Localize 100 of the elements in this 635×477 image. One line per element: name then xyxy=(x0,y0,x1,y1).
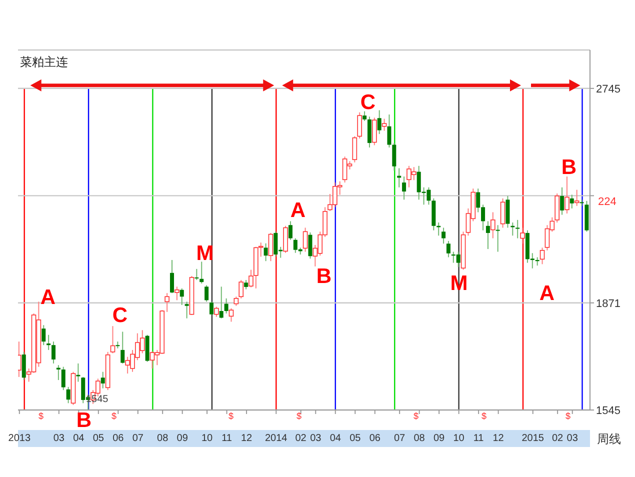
x-tick-label: 03 xyxy=(53,433,65,444)
text: $ xyxy=(111,411,117,421)
candlestick xyxy=(170,260,174,294)
candlestick xyxy=(500,198,506,228)
candlestick xyxy=(372,117,377,146)
candlestick xyxy=(61,366,66,391)
y-tick-label: 2745 xyxy=(596,83,620,96)
x-tick-label: 12 xyxy=(492,433,504,444)
candlestick xyxy=(560,186,564,216)
x-tick-label: 2015 xyxy=(522,433,544,444)
candlestick xyxy=(357,112,362,139)
candlestick xyxy=(387,114,392,148)
candlestick xyxy=(352,136,358,163)
candlestick xyxy=(164,292,170,312)
candlestick xyxy=(46,334,51,350)
annotation: A xyxy=(40,286,56,309)
x-tick-label: 08 xyxy=(414,433,426,444)
candlestick xyxy=(238,280,244,299)
candlestick xyxy=(554,192,560,224)
candlestick xyxy=(224,298,228,314)
x-tick-label: 12 xyxy=(240,433,253,444)
text: $ xyxy=(481,411,487,421)
x-tick-label: 2014 xyxy=(265,433,288,444)
text: $ xyxy=(565,411,571,421)
candlestick xyxy=(516,219,520,239)
candlestick xyxy=(258,242,264,258)
x-tick-label: 05 xyxy=(92,433,104,444)
candlestick xyxy=(283,225,288,254)
candlestick xyxy=(402,176,406,200)
candlestick xyxy=(22,351,26,381)
candlestick xyxy=(110,326,116,354)
x-tick-label: 11 xyxy=(222,433,232,444)
candlestick xyxy=(442,227,446,244)
candlestick xyxy=(564,176,570,214)
candlestick xyxy=(308,232,312,260)
x-tick-label: 2013 xyxy=(8,433,31,444)
candlestick xyxy=(184,301,189,319)
candlestick xyxy=(200,261,204,284)
candlestick xyxy=(570,194,574,209)
x-tick-label: 10 xyxy=(453,433,465,444)
x-tick-label: 05 xyxy=(350,433,362,444)
candlestick xyxy=(302,227,308,252)
candlestick xyxy=(180,288,184,306)
x-tick-label: 08 xyxy=(157,433,169,444)
x-tick-label: 07 xyxy=(394,433,406,444)
candlestick xyxy=(490,212,496,239)
x-tick-label: 09 xyxy=(176,433,188,444)
text: 菜粕主连 xyxy=(20,54,68,71)
text: 224 xyxy=(598,196,616,208)
x-tick-label: 11 xyxy=(473,433,484,444)
candlestick xyxy=(219,286,224,319)
y-tick-label: 1545 xyxy=(596,404,620,417)
candlestick xyxy=(446,240,450,258)
candlestick xyxy=(496,224,500,252)
candlestick xyxy=(377,110,382,135)
x-tick-label: 04 xyxy=(73,433,85,444)
text: $ xyxy=(413,411,419,421)
x-tick-label: 02 xyxy=(552,433,564,444)
candlestick xyxy=(540,247,545,265)
candlestick xyxy=(52,341,56,364)
candlestick xyxy=(362,110,367,122)
annotation: C xyxy=(360,91,376,114)
candlestick xyxy=(76,362,80,382)
candlestick xyxy=(120,331,125,364)
candlestick xyxy=(486,220,490,250)
candlestick xyxy=(392,142,396,172)
x-tick-label: 06 xyxy=(112,433,124,444)
annotation: B xyxy=(76,409,92,432)
x-tick-label: 03 xyxy=(566,433,578,444)
annotation: B xyxy=(316,265,332,288)
candlestick xyxy=(520,227,525,244)
x-tick-label: 07 xyxy=(132,433,144,444)
candlestick xyxy=(100,371,105,389)
candlestick xyxy=(204,284,209,302)
candlestick xyxy=(42,324,46,346)
annotation: B xyxy=(561,156,577,179)
text: 周线 xyxy=(597,431,621,448)
x-tick-label: 03 xyxy=(310,433,322,444)
candlestick xyxy=(228,308,234,322)
candlestick xyxy=(194,268,199,281)
candlestick xyxy=(367,116,372,148)
x-tick-label: 06 xyxy=(369,433,381,444)
annotation: A xyxy=(290,199,306,222)
x-tick-label: 10 xyxy=(201,433,214,444)
annotation: C xyxy=(112,304,128,327)
candlestick xyxy=(66,386,70,404)
text: $ xyxy=(228,411,234,421)
x-tick-label: 09 xyxy=(434,433,446,444)
text: $ xyxy=(296,411,302,421)
candlestick xyxy=(209,301,214,316)
candlestick xyxy=(234,296,239,306)
x-tick-label: 02 xyxy=(295,433,307,444)
text: $ xyxy=(38,411,44,421)
candlestick xyxy=(264,242,268,262)
x-tick-label: 04 xyxy=(330,433,342,444)
candlestick xyxy=(382,118,387,132)
candlestick xyxy=(268,232,274,262)
candlestick xyxy=(214,306,219,318)
y-tick-label: 1871 xyxy=(596,298,620,310)
candlestick xyxy=(174,286,180,301)
